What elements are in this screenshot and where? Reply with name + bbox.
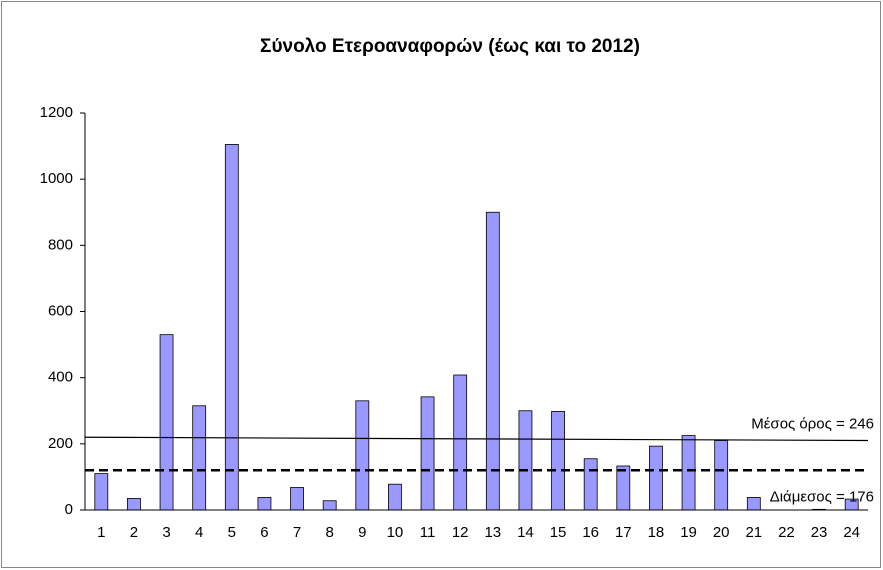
x-tick-label: 14	[517, 524, 534, 541]
bar	[355, 400, 370, 511]
x-tick-label: 18	[648, 524, 665, 541]
bar	[192, 405, 207, 511]
reference-line	[84, 436, 869, 442]
x-tick-label: 4	[195, 524, 203, 541]
x-tick-label: 22	[778, 524, 795, 541]
bar	[649, 445, 663, 511]
bar	[583, 458, 598, 511]
x-tick-label: 17	[615, 524, 632, 541]
bar	[681, 435, 696, 511]
bar	[159, 334, 174, 511]
x-tick-label: 2	[130, 524, 138, 541]
x-tick-label: 15	[550, 524, 567, 541]
x-tick-label: 9	[358, 524, 366, 541]
chart-title: Σύνολο Ετεροαναφορών (έως και το 2012)	[260, 36, 640, 57]
y-tick-label: 200	[48, 435, 73, 452]
bar	[257, 497, 272, 511]
x-tick-label: 23	[811, 524, 828, 541]
x-tick-label: 16	[582, 524, 599, 541]
bar	[94, 473, 109, 511]
y-tick-label: 1000	[40, 170, 73, 187]
bar	[127, 498, 141, 511]
reference-label: Διάμεσος = 176	[770, 488, 874, 505]
bar	[714, 440, 729, 511]
bar	[616, 465, 631, 511]
x-tick-label: 24	[843, 524, 860, 541]
x-tick-label: 10	[387, 524, 404, 541]
x-tick-label: 7	[293, 524, 301, 541]
bar	[322, 500, 337, 511]
x-tick-label: 1	[97, 524, 105, 541]
x-tick-label: 8	[326, 524, 334, 541]
bar	[551, 411, 565, 511]
bar	[420, 396, 435, 511]
bar	[485, 211, 500, 511]
bar	[746, 497, 761, 511]
y-tick-label: 800	[48, 236, 73, 253]
x-tick-label: 5	[228, 524, 236, 541]
bar	[453, 374, 468, 511]
bar	[388, 483, 402, 511]
x-tick-label: 13	[484, 524, 501, 541]
y-tick-label: 1200	[40, 104, 73, 121]
y-tick-label: 400	[48, 369, 73, 386]
x-tick-label: 11	[420, 524, 436, 541]
x-tick-label: 3	[162, 524, 170, 541]
y-tick-label: 0	[65, 501, 73, 518]
y-tick-label: 600	[48, 302, 73, 319]
x-tick-label: 6	[260, 524, 268, 541]
x-tick-label: 20	[713, 524, 730, 541]
x-tick-label: 21	[745, 524, 762, 541]
x-tick-label: 19	[680, 524, 697, 541]
bar	[290, 487, 304, 511]
bar	[518, 410, 533, 511]
bar	[224, 144, 239, 511]
x-tick-label: 12	[452, 524, 469, 541]
reference-label: Μέσος όρος = 246	[751, 415, 874, 432]
